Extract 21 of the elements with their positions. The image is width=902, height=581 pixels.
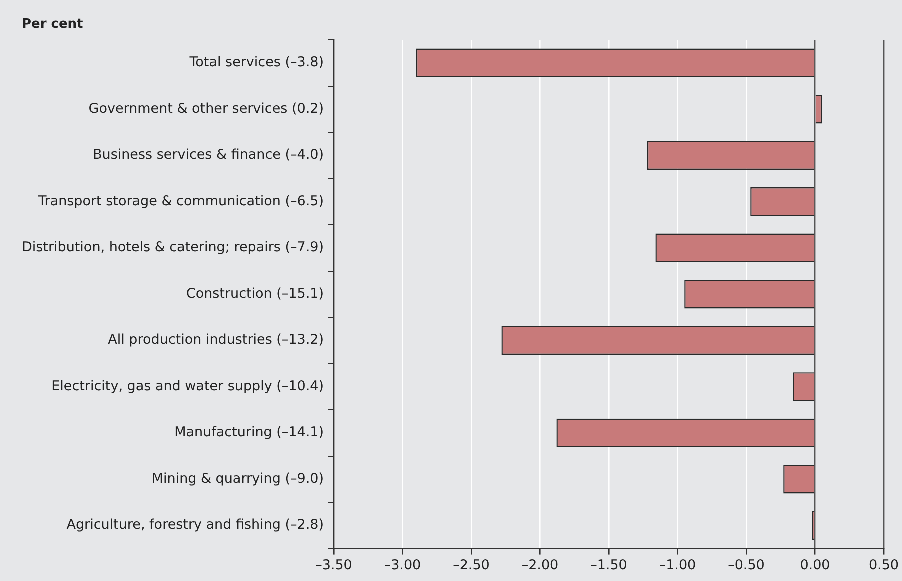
x-tick-label: –2.00 — [522, 557, 559, 574]
x-tick-label: –3.50 — [316, 557, 352, 574]
x-tick-label: –3.00 — [384, 557, 422, 574]
y-tick-label: Distribution, hotels & catering; repairs (–7.9) — [22, 240, 324, 256]
x-tick-label: 0.50 — [868, 557, 899, 574]
y-tick-label: All production industries (–13.2) — [108, 332, 324, 348]
x-tick-label: 0.00 — [800, 557, 830, 574]
y-tick-label: Agriculture, forestry and fishing (–2.8) — [66, 517, 324, 534]
y-tick-label: Business services & finance (–4.0) — [93, 147, 324, 164]
y-tick-label: Construction (–15.1) — [186, 286, 324, 302]
y-tick-label: Mining & quarrying (–9.0) — [152, 470, 324, 487]
y-tick-label: Manufacturing (–14.1) — [174, 424, 324, 441]
x-tick-label: –0.50 — [728, 557, 765, 574]
y-tick-label: Electricity, gas and water supply (–10.4) — [52, 378, 324, 394]
y-tick-label: Total services (–3.8) — [188, 54, 324, 71]
x-tick-label: –1.00 — [659, 557, 696, 574]
x-axis-title: Per cent — [22, 17, 84, 32]
x-tick-label: –1.50 — [590, 557, 628, 574]
y-tick-label: Transport storage & communication (–6.5) — [38, 193, 324, 210]
x-tick-label: –2.50 — [453, 557, 490, 574]
y-tick-label: Government & other services (0.2) — [88, 100, 324, 117]
